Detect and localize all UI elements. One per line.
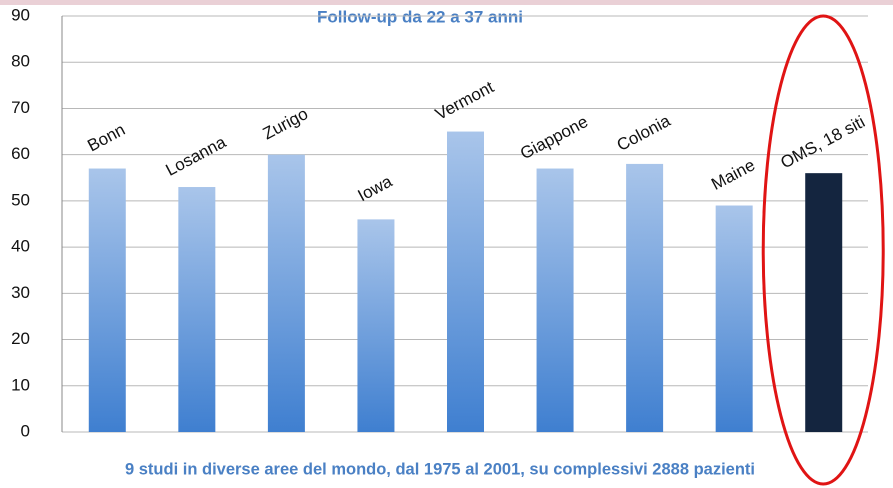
- bar-label: Vermont: [432, 77, 497, 124]
- bar: [178, 187, 216, 432]
- bar: [447, 131, 484, 433]
- bar: [536, 168, 574, 433]
- bar-label: Maine: [708, 155, 758, 194]
- bar-label: Giappone: [517, 112, 591, 163]
- y-tick-label: 10: [11, 375, 30, 394]
- bar-label: OMS, 18 siti: [777, 112, 868, 172]
- bar: [626, 163, 664, 432]
- y-tick-label: 0: [21, 421, 30, 440]
- bar: [267, 154, 305, 432]
- caption: 9 studi in diverse aree del mondo, dal 1…: [125, 460, 755, 478]
- y-tick-label: 50: [11, 190, 30, 209]
- bar-label: Zurigo: [260, 104, 311, 143]
- top-band: [0, 0, 893, 5]
- chart-title: Follow-up da 22 a 37 anni: [317, 7, 523, 26]
- bar: [715, 205, 753, 432]
- y-tick-label: 40: [11, 237, 30, 256]
- bar: [357, 219, 395, 432]
- bar-label: Iowa: [355, 171, 396, 205]
- y-tick-label: 80: [11, 52, 30, 71]
- bar: [805, 173, 843, 432]
- bar: [88, 168, 126, 433]
- bar-label: Losanna: [163, 132, 230, 180]
- y-tick-label: 70: [11, 98, 30, 117]
- bar-label: Colonia: [614, 111, 674, 155]
- y-tick-label: 90: [11, 5, 30, 24]
- y-tick-label: 20: [11, 329, 30, 348]
- highlight-ellipse: [761, 14, 885, 486]
- y-tick-label: 60: [11, 144, 30, 163]
- y-tick-label: 30: [11, 283, 30, 302]
- bar-label: Bonn: [84, 120, 128, 155]
